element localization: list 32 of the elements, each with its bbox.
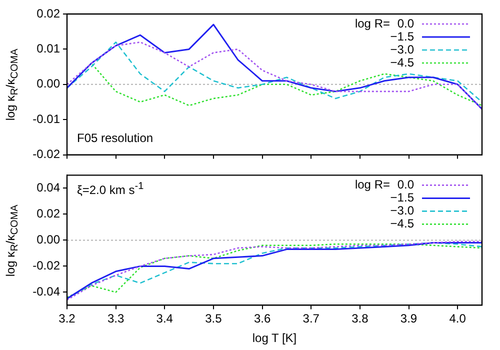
y-tick-label: -0.02 [32, 258, 60, 273]
legend-label: −1.5 [390, 29, 414, 44]
x-tick-label: 3.9 [400, 312, 418, 326]
x-tick-label: 3.5 [205, 312, 222, 326]
x-tick-label: 3.2 [58, 312, 76, 326]
legend-label: −3.0 [390, 42, 414, 56]
legend-title: log R= [354, 178, 390, 192]
legend-label: −3.0 [390, 204, 414, 218]
y-tick-label: 0.02 [36, 6, 60, 20]
annotation: F05 resolution [77, 130, 154, 145]
x-tick-label: 3.6 [254, 312, 271, 326]
y-tick-label: 0.00 [36, 232, 60, 247]
legend-label: −4.5 [390, 216, 414, 231]
legend-label: 0.0 [397, 178, 414, 192]
y-tick-label: 0.04 [36, 180, 60, 195]
y-tick-label: -0.01 [32, 112, 60, 126]
x-tick-label: 3.8 [352, 312, 369, 326]
y-tick-label: 0.01 [36, 42, 60, 56]
x-tick-label: 3.3 [107, 312, 124, 326]
x-tick-label: 4.0 [449, 312, 466, 326]
y-tick-label: -0.02 [32, 147, 60, 162]
y-tick-label: -0.04 [32, 284, 60, 299]
x-axis-title: log T [K] [252, 331, 297, 346]
x-tick-label: 3.7 [302, 312, 320, 326]
y-tick-label: 0.02 [36, 206, 60, 221]
legend-label: −4.5 [390, 55, 414, 70]
legend-label: 0.0 [397, 16, 414, 30]
legend-label: −1.5 [390, 190, 414, 205]
legend-title: log R= [354, 16, 390, 30]
annotation: ξ=2.0 km s$^{-1}$ [77, 181, 144, 198]
x-tick-label: 3.4 [156, 312, 174, 326]
y-tick-label: 0.00 [36, 76, 60, 91]
